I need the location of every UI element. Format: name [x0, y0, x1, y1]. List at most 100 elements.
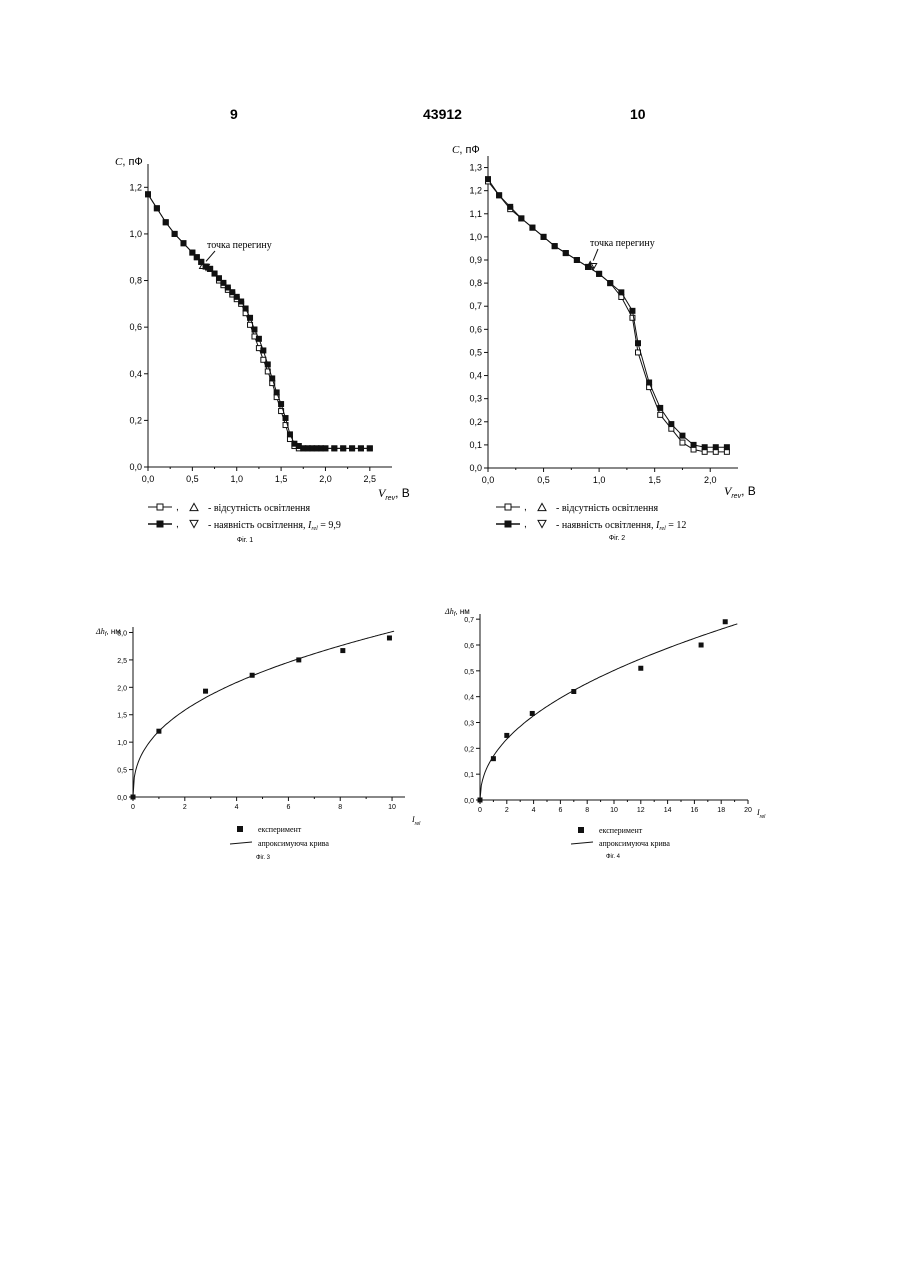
data-point-filled	[358, 446, 363, 451]
data-point-filled	[530, 225, 535, 230]
data-point-filled	[252, 327, 257, 332]
x-tick-label: 14	[664, 807, 672, 814]
x-tick-label: 0,5	[186, 474, 199, 484]
data-point-filled	[574, 258, 579, 263]
y-tick-label: 0,0	[464, 798, 474, 805]
data-point-filled	[680, 433, 685, 438]
y-tick-label: 1,2	[129, 182, 142, 192]
data-point	[297, 658, 301, 662]
x-tick-label: 0,0	[482, 475, 495, 485]
y-tick-label: 0,5	[464, 669, 474, 676]
data-point-filled	[287, 432, 292, 437]
y-tick-label: 0,2	[129, 415, 142, 425]
legend-triangle	[538, 503, 546, 510]
annotation-arrow	[206, 251, 215, 261]
data-point	[387, 636, 391, 640]
y-tick-label: 0,8	[469, 278, 482, 288]
data-point-filled	[619, 290, 624, 295]
data-point-filled	[270, 376, 275, 381]
x-tick-label: 10	[388, 804, 396, 811]
figure-caption: Фіг. 4	[606, 854, 621, 860]
legend-label: - відсутність освітлення	[208, 503, 311, 514]
legend-entry-open: ,- відсутність освітлення	[148, 502, 311, 514]
y-tick-label: 0,8	[129, 276, 142, 286]
y-tick-label: 1,0	[129, 229, 142, 239]
x-tick-label: 18	[717, 807, 725, 814]
legend-label: - відсутність освітлення	[556, 503, 659, 514]
data-point	[157, 729, 161, 733]
x-tick-label: 1,5	[648, 475, 661, 485]
y-tick-label: 0,0	[117, 795, 127, 802]
legend-entry-fit: апроксимуюча крива	[230, 839, 329, 848]
legend-label: апроксимуюча крива	[258, 839, 329, 848]
data-point-filled	[323, 446, 328, 451]
data-point-filled	[261, 348, 266, 353]
legend-square	[157, 504, 163, 510]
x-tick-label: 2	[183, 804, 187, 811]
y-tick-label: 0,4	[129, 369, 142, 379]
data-point-filled	[724, 445, 729, 450]
series-line-filled	[148, 194, 370, 448]
y-axis-label: C, пФ	[115, 156, 143, 168]
legend-entry-filled: ,- наявність освітлення, Irel = 9,9	[148, 519, 341, 532]
fig4-chart: 024681012141618200,00,10,20,30,40,50,60,…	[444, 607, 766, 860]
data-point-filled	[669, 422, 674, 427]
y-tick-label: 1,1	[469, 209, 482, 219]
data-point-open	[658, 412, 663, 417]
inflection-annotation: точка перегину	[207, 240, 272, 251]
y-tick-label: 0,3	[469, 394, 482, 404]
x-tick-label: 0	[478, 807, 482, 814]
series-line-open	[488, 181, 727, 451]
legend-triangle	[190, 503, 198, 510]
y-tick-label: 0,5	[117, 768, 127, 775]
data-point-filled	[265, 362, 270, 367]
y-tick-label: 0,2	[464, 746, 474, 753]
data-point-filled	[154, 206, 159, 211]
data-point-filled	[239, 299, 244, 304]
data-point-filled	[702, 445, 707, 450]
figure-caption: Фіг. 2	[609, 534, 625, 542]
legend-line	[230, 842, 252, 844]
x-tick-label: 10	[610, 807, 618, 814]
y-tick-label: 0,6	[129, 322, 142, 332]
x-tick-label: 4	[235, 804, 239, 811]
legend-comma: ,	[176, 519, 179, 530]
data-point-filled	[541, 234, 546, 239]
legend-comma: ,	[524, 502, 527, 513]
data-point	[341, 649, 345, 653]
data-point-filled	[519, 216, 524, 221]
data-point-filled	[172, 231, 177, 236]
legend-label: експеримент	[258, 825, 302, 834]
x-tick-label: 0,0	[142, 474, 155, 484]
data-point-filled	[630, 308, 635, 313]
x-tick-label: 1,0	[230, 474, 243, 484]
y-tick-label: 1,0	[469, 232, 482, 242]
inflection-annotation: точка перегину	[590, 238, 655, 249]
x-tick-label: 2	[505, 807, 509, 814]
data-point-filled	[146, 192, 151, 197]
data-point	[699, 643, 703, 647]
y-tick-label: 0,5	[469, 347, 482, 357]
legend-entry-experiment: експеримент	[238, 825, 302, 834]
data-point-filled	[691, 442, 696, 447]
x-tick-label: 8	[585, 807, 589, 814]
data-point-filled	[283, 416, 288, 421]
legend-square	[157, 521, 163, 527]
fit-curve	[133, 631, 394, 797]
data-point-filled	[508, 204, 513, 209]
y-axis-label: C, пФ	[452, 144, 480, 156]
legend-line	[571, 842, 593, 844]
x-tick-label: 12	[637, 807, 645, 814]
legend-entry-experiment: експеримент	[579, 826, 643, 835]
data-point-filled	[163, 220, 168, 225]
data-point-filled	[243, 306, 248, 311]
x-tick-label: 4	[532, 807, 536, 814]
series-line-open	[148, 194, 370, 448]
x-axis-label: Vrev, В	[378, 486, 410, 502]
y-tick-label: 0,7	[464, 617, 474, 624]
data-point-filled	[597, 271, 602, 276]
x-axis-label: Irel	[756, 808, 766, 820]
legend-square	[505, 504, 511, 510]
data-point	[478, 798, 482, 802]
y-tick-label: 1,0	[117, 740, 127, 747]
